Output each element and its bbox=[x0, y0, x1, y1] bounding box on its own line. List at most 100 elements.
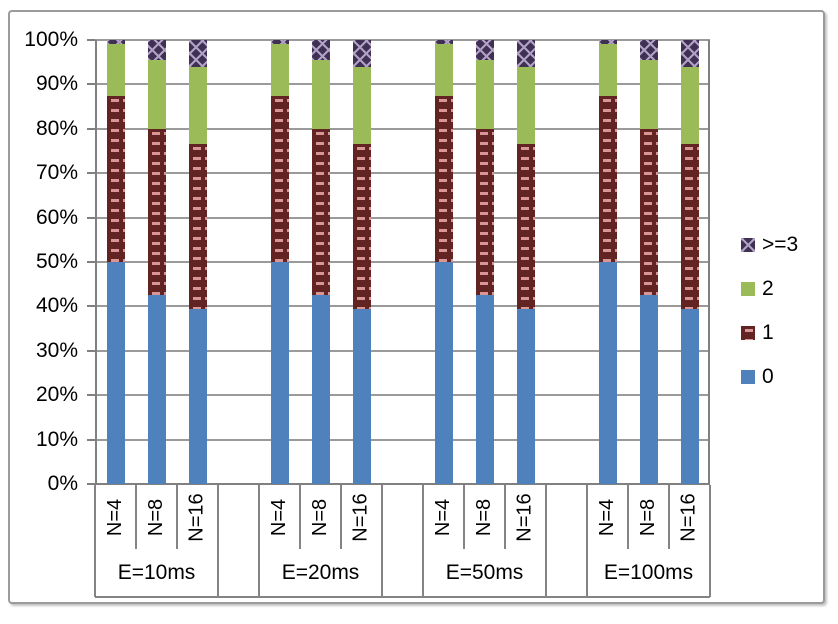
y-axis-label: 50% bbox=[35, 250, 78, 273]
x-category-cell: N=4 bbox=[95, 485, 136, 549]
x-group-label: E=10ms bbox=[117, 561, 196, 584]
y-axis-label: 0% bbox=[47, 472, 78, 495]
bar-segment-1 bbox=[639, 128, 658, 296]
bar-segment-1 bbox=[106, 95, 125, 262]
legend-item-0: 0 bbox=[741, 366, 798, 387]
x-category-label: N=16 bbox=[678, 492, 700, 542]
bar-segment-0 bbox=[680, 308, 699, 484]
legend-label-1: 1 bbox=[762, 321, 774, 344]
x-axis-separator bbox=[422, 485, 424, 597]
gridline bbox=[95, 483, 710, 485]
bar-segment-2 bbox=[639, 60, 658, 129]
y-axis-label: 30% bbox=[35, 338, 78, 362]
bar-segment->=3 bbox=[106, 40, 125, 45]
x-category-label: N=4 bbox=[104, 498, 126, 536]
x-category-label: N=16 bbox=[514, 492, 536, 542]
bar-segment-2 bbox=[598, 44, 617, 96]
x-category-cell: N=4 bbox=[587, 485, 628, 549]
x-axis-separator bbox=[217, 485, 219, 597]
y-axis-label: 20% bbox=[35, 383, 78, 407]
bar-segment-0 bbox=[434, 262, 453, 484]
bar-segment->=3 bbox=[352, 40, 371, 67]
bar-segment-2 bbox=[311, 60, 330, 129]
bar bbox=[311, 40, 330, 484]
y-axis-label: 60% bbox=[35, 205, 78, 229]
bar-segment-1 bbox=[475, 128, 494, 296]
bar-segment->=3 bbox=[147, 40, 166, 60]
x-category-cell: N=8 bbox=[136, 485, 177, 549]
x-axis-separator bbox=[176, 485, 178, 549]
plot-area bbox=[95, 39, 710, 485]
bar bbox=[434, 40, 453, 484]
x-axis-separator bbox=[258, 485, 260, 597]
bar bbox=[516, 40, 535, 484]
x-category-label: N=16 bbox=[350, 492, 372, 542]
x-axis-separator bbox=[627, 485, 629, 549]
bar-segment->=3 bbox=[516, 40, 535, 67]
y-axis-tick bbox=[87, 349, 95, 352]
bar-segment->=3 bbox=[188, 40, 207, 67]
legend-label-ge3: >=3 bbox=[762, 233, 799, 256]
y-axis-tick bbox=[87, 127, 95, 130]
bar bbox=[352, 40, 371, 484]
legend-swatch-0-icon bbox=[741, 369, 755, 384]
bar-segment->=3 bbox=[639, 40, 658, 60]
legend-item-2: 2 bbox=[741, 278, 798, 299]
bar-segment-1 bbox=[516, 144, 535, 309]
bar-segment-2 bbox=[106, 44, 125, 96]
x-category-label: N=16 bbox=[186, 492, 208, 542]
x-category-cell: N=16 bbox=[177, 485, 218, 549]
x-axis-separator bbox=[668, 485, 670, 549]
bar-segment-0 bbox=[516, 308, 535, 484]
x-category-cell: N=16 bbox=[505, 485, 546, 549]
gridline bbox=[95, 216, 710, 219]
bar-segment->=3 bbox=[475, 40, 494, 60]
y-axis-label: 80% bbox=[35, 116, 78, 140]
bar-segment->=3 bbox=[598, 40, 617, 45]
bar-segment->=3 bbox=[680, 40, 699, 67]
x-category-cell: N=8 bbox=[464, 485, 505, 549]
gridline bbox=[95, 305, 710, 308]
bar-segment->=3 bbox=[434, 40, 453, 45]
x-category-label: N=8 bbox=[637, 498, 659, 536]
y-axis-label: 40% bbox=[35, 294, 78, 318]
bar bbox=[106, 40, 125, 484]
bar-segment-2 bbox=[147, 60, 166, 129]
gridline bbox=[95, 83, 710, 86]
bar bbox=[270, 40, 289, 484]
bar-segment-2 bbox=[270, 44, 289, 96]
x-category-label: N=8 bbox=[309, 498, 331, 536]
x-axis-separator bbox=[463, 485, 465, 549]
x-category-label: N=8 bbox=[145, 498, 167, 536]
y-axis-tick bbox=[87, 172, 95, 175]
x-category-cell: N=8 bbox=[628, 485, 669, 549]
y-axis-tick bbox=[87, 216, 95, 219]
x-category-cell: N=16 bbox=[341, 485, 382, 549]
bar-segment-0 bbox=[598, 262, 617, 484]
y-axis-tick bbox=[87, 83, 95, 86]
bar-segment-2 bbox=[188, 66, 207, 145]
y-axis-tick bbox=[87, 438, 95, 441]
bar-segment-2 bbox=[680, 66, 699, 145]
x-axis-separator bbox=[299, 485, 301, 549]
x-category-label: N=4 bbox=[432, 498, 454, 536]
legend-label-2: 2 bbox=[762, 277, 774, 300]
bar-segment-1 bbox=[598, 95, 617, 262]
x-category-cell: N=16 bbox=[669, 485, 710, 549]
bar bbox=[188, 40, 207, 484]
gridline bbox=[95, 438, 710, 441]
x-category-label: N=8 bbox=[473, 498, 495, 536]
bar-segment-0 bbox=[270, 262, 289, 484]
y-axis-label: 90% bbox=[35, 72, 78, 96]
x-axis-separator bbox=[135, 485, 137, 549]
legend-item-1: 1 bbox=[741, 322, 798, 343]
bar bbox=[680, 40, 699, 484]
y-axis-tick bbox=[87, 261, 95, 263]
x-group-label: E=100ms bbox=[603, 561, 694, 584]
legend-swatch-1-icon bbox=[741, 325, 755, 340]
bar-segment-0 bbox=[311, 295, 330, 484]
x-axis-separator bbox=[545, 485, 547, 597]
bar-segment-0 bbox=[475, 295, 494, 484]
bar-segment-1 bbox=[270, 95, 289, 262]
